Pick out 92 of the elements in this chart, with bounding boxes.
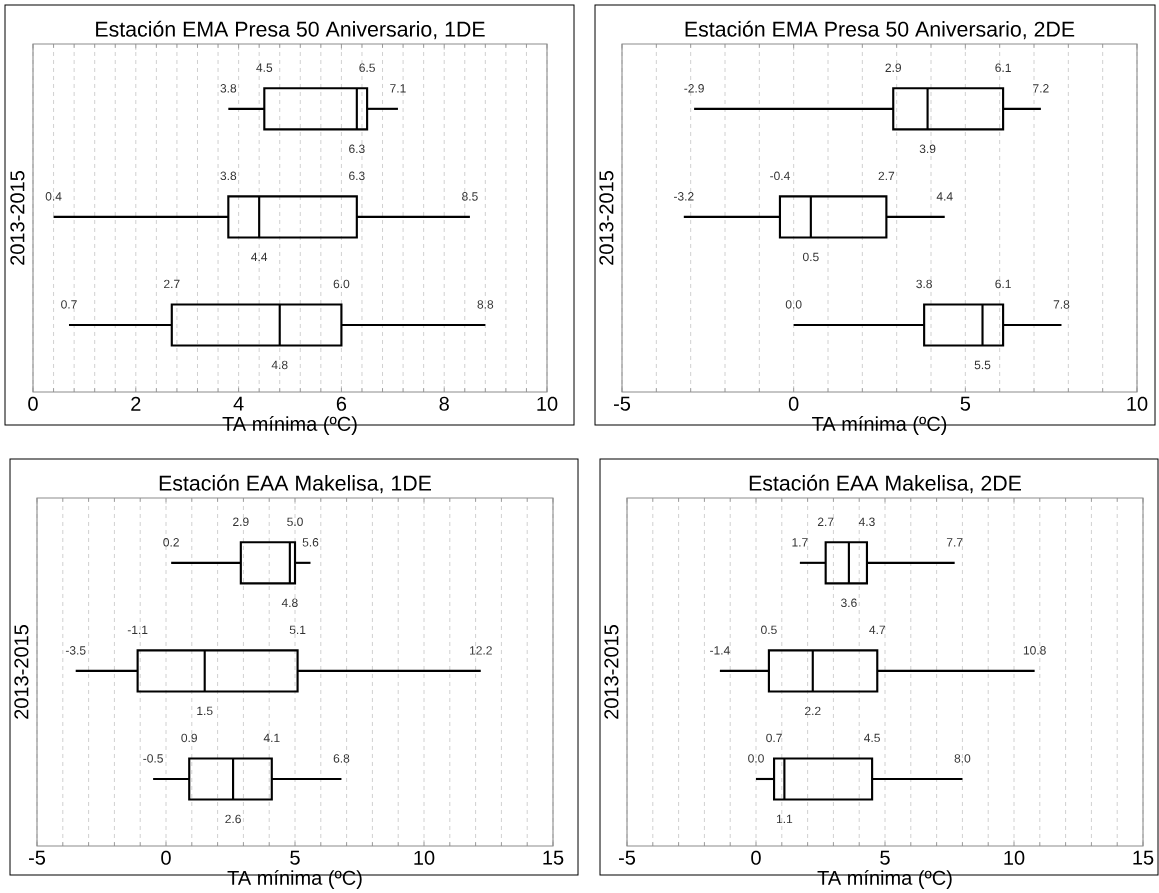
x-tick-label: 10: [1004, 850, 1025, 865]
annotation: 8.5: [462, 191, 478, 201]
annotation: 2.2: [805, 706, 821, 715]
annotation: -3.5: [65, 645, 86, 655]
annotation: 4.3: [858, 517, 875, 526]
annotation: 4.4: [936, 192, 953, 201]
annotation: 6.1: [995, 279, 1011, 289]
annotation: -3.2: [674, 191, 694, 201]
annotation: 0.5: [802, 252, 819, 261]
y-axis-title: 2013-2015: [14, 624, 29, 719]
annotation: 12.2: [470, 646, 492, 655]
annotation: 3.9: [919, 144, 936, 153]
annotation: 8.8: [477, 300, 494, 309]
x-tick-label: 5: [290, 850, 300, 865]
x-tick-label: 0: [751, 850, 761, 865]
chart-title: Estación EMA Presa 50 Aniversario, 1DE: [96, 20, 485, 40]
annotation: 2.9: [885, 63, 902, 72]
annotation: 5.6: [302, 537, 319, 547]
annotation: 7.1: [390, 84, 406, 93]
annotation: 3.8: [220, 171, 237, 180]
annotation: 5.0: [287, 517, 303, 526]
y-axis-title: 2013-2015: [604, 624, 619, 719]
x-axis-title: TA mínima (ºC): [222, 415, 357, 435]
annotation: 5.5: [974, 360, 991, 370]
annotation: 4.8: [271, 360, 288, 370]
annotation: 3.8: [916, 279, 932, 289]
annotation: 7.7: [946, 538, 963, 547]
annotation: 0.0: [785, 300, 802, 309]
x-tick-label: 6: [336, 396, 347, 411]
x-tick-label: 8: [439, 396, 449, 411]
annotation: 2.7: [878, 171, 895, 180]
annotation: 6.3: [349, 144, 365, 153]
annotation: 0.7: [61, 300, 77, 309]
annotation: 6.0: [333, 279, 350, 289]
annotation: 4.1: [263, 733, 280, 742]
x-tick-label: 5: [880, 850, 890, 865]
x-axis-title: TA mínima (ºC): [812, 415, 947, 435]
annotation: 0.4: [45, 191, 62, 201]
annotation: 4.4: [251, 252, 268, 261]
annotation: 4.5: [864, 733, 880, 742]
annotation: 0.2: [163, 537, 179, 547]
x-axis-title: TA mínima (ºC): [817, 869, 952, 889]
x-tick-label: -5: [614, 396, 631, 411]
x-tick-label: 5: [960, 396, 971, 411]
annotation: 1.1: [776, 814, 793, 823]
annotation: 7.8: [1053, 300, 1070, 309]
y-axis-title: 2013-2015: [599, 170, 614, 265]
annotation: 1.7: [792, 538, 808, 547]
x-tick-label: -5: [619, 850, 636, 865]
x-tick-label: 15: [1133, 850, 1154, 865]
annotation: -1.4: [710, 646, 730, 655]
annotation: 6.8: [333, 754, 350, 763]
x-tick-label: 0: [788, 396, 799, 411]
annotation: 6.1: [995, 63, 1011, 72]
annotation: -0.5: [143, 754, 163, 763]
annotation: 5.1: [289, 625, 306, 634]
chart-title: Estación EMA Presa 50 Aniversario, 2DE: [685, 20, 1075, 40]
chart-title: Estación EAA Makelisa, 2DE: [749, 474, 1022, 494]
annotation: 2.7: [164, 279, 180, 288]
annotation: 3.6: [841, 598, 857, 607]
annotation: 1.5: [197, 706, 213, 715]
annotation: 4.5: [256, 63, 273, 72]
y-axis-title: 2013-2015: [10, 170, 25, 265]
annotation: 4.8: [281, 598, 298, 607]
x-tick-label: 0: [161, 850, 171, 865]
annotation: 0.7: [766, 733, 782, 743]
annotation: -1.1: [127, 625, 148, 634]
annotation: 6.3: [349, 171, 365, 180]
annotation: 0.9: [181, 733, 197, 743]
annotation: 2.6: [225, 814, 241, 824]
annotation: -0.4: [770, 171, 790, 180]
x-tick-label: 2: [131, 396, 141, 411]
annotation: 7.2: [1033, 83, 1049, 93]
x-tick-label: 10: [537, 396, 558, 411]
annotation: 8.0: [954, 754, 971, 763]
annotation: -2.9: [684, 83, 704, 93]
x-tick-label: 0: [28, 396, 38, 411]
annotation: 0.0: [748, 754, 764, 763]
x-axis-title: TA mínima (ºC): [227, 869, 362, 889]
x-tick-label: 15: [543, 850, 564, 865]
annotation: 6.5: [359, 63, 375, 72]
annotation: 2.9: [233, 517, 249, 526]
x-tick-label: 4: [233, 396, 244, 411]
x-tick-label: -5: [28, 850, 46, 865]
chart-title: Estación EAA Makelisa, 1DE: [159, 474, 431, 494]
annotation: 4.7: [869, 625, 885, 634]
annotation: 2.7: [817, 517, 834, 526]
annotation: 3.8: [220, 83, 237, 93]
annotation: 10.8: [1023, 645, 1046, 655]
x-tick-label: 10: [1127, 396, 1148, 411]
x-tick-label: 10: [414, 850, 435, 865]
annotation: 0.5: [761, 625, 777, 634]
